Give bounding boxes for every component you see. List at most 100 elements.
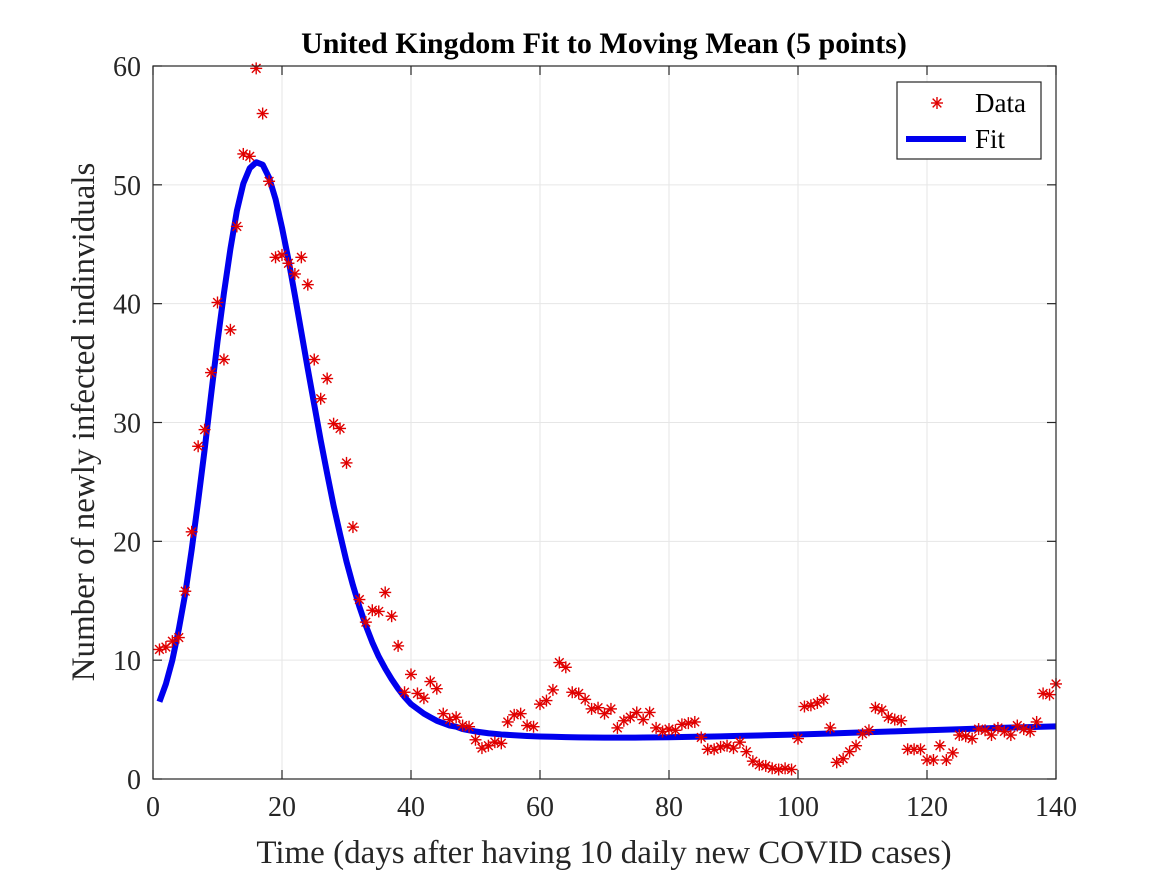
legend-box [896,81,1042,160]
data-point [172,631,185,644]
data-point [598,707,611,720]
data-point [205,366,218,379]
data-point [288,267,301,280]
y-tick-label: 20 [113,527,141,558]
data-point [301,278,314,291]
data-point [159,641,172,654]
y-tick-label: 40 [113,290,141,321]
data-point [624,711,637,724]
data-point [308,353,321,366]
data-point [359,616,372,629]
data-point [353,593,366,606]
data-point [314,392,327,405]
legend-label-fit: Fit [975,124,1006,154]
data-point [327,417,340,430]
y-tick-label: 0 [127,765,141,796]
data-point [469,733,482,746]
data-point [392,639,405,652]
data-point [334,422,347,435]
data-point [817,693,830,706]
data-point [211,296,224,309]
data-point [617,714,630,727]
data-point [295,251,308,264]
series-layer [153,62,1062,776]
data-point [282,257,295,270]
data-point [559,661,572,674]
data-point [837,752,850,765]
data-point [179,585,192,598]
chart-title: United Kingdom Fit to Moving Mean (5 poi… [301,27,907,60]
data-point [166,635,179,648]
data-point [695,731,708,744]
x-tick-label: 120 [906,792,948,823]
data-point [1024,725,1037,738]
legend-marker-data [931,97,943,109]
legend-label-data: Data [975,88,1026,118]
data-point [463,720,476,733]
legend: Data Fit [896,81,1042,160]
data-point [1011,719,1024,732]
data-point [340,456,353,469]
data-point [224,323,237,336]
data-point [933,739,946,752]
data-point [546,683,559,696]
y-tick-label: 30 [113,409,141,440]
y-tick-label: 10 [113,646,141,677]
data-point [482,739,495,752]
data-point [824,721,837,734]
data-point [185,525,198,538]
data-point [998,725,1011,738]
data-point [217,353,230,366]
data-point [256,107,269,120]
data-point [862,724,875,737]
data-point [230,220,243,233]
plot-area: 0 20 40 60 80 100 120 140 0 10 20 30 40 50 60 [113,52,1077,823]
data-point [656,725,669,738]
data-point [1004,729,1017,742]
data-point [914,743,927,756]
data-point [766,762,779,775]
data-point [243,150,256,163]
axes [152,65,1057,780]
x-tick-label: 60 [526,792,554,823]
data-point [372,605,385,618]
data-point [740,745,753,758]
data-point [411,687,424,700]
data-point [643,706,656,719]
tick-labels: 0 20 40 60 80 100 120 140 0 10 20 30 40 50 60 [113,52,1077,823]
data-point [604,702,617,715]
data-point [869,701,882,714]
data-point [321,372,334,385]
data-point [263,175,276,188]
data-point [688,715,701,728]
data-point [979,724,992,737]
y-tick-label: 50 [113,171,141,202]
x-tick-label: 80 [655,792,683,823]
data-point [1043,688,1056,701]
x-tick-label: 0 [146,792,160,823]
data-point [850,739,863,752]
data-point [424,675,437,688]
x-tick-label: 40 [397,792,425,823]
data-point [946,746,959,759]
data-point [276,248,288,261]
legend-asterisk-icon [931,97,943,109]
data-point [417,692,430,705]
data-point [192,440,205,453]
data-point [379,586,392,599]
x-tick-label: 140 [1035,792,1077,823]
data-point [553,656,566,669]
x-tick-label: 100 [777,792,819,823]
data-point [579,693,592,706]
data-point [385,610,398,623]
data-point [540,694,553,707]
data-point [488,736,501,749]
data-point [405,668,417,681]
x-tick-label: 20 [268,792,296,823]
data-point [198,423,211,436]
data-point [1030,715,1043,728]
data-point [792,732,804,745]
x-axis-label: Time (days after having 10 daily new COV… [256,835,951,871]
data-point [250,62,263,75]
